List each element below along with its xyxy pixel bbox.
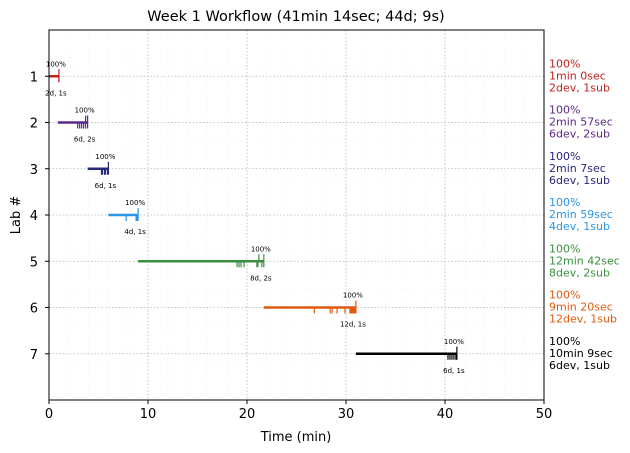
y-tick-label: 4	[30, 209, 38, 224]
y-tick-label: 7	[30, 348, 38, 363]
counts-label: 6d, 1s	[95, 182, 117, 190]
percent-label: 100%	[125, 199, 145, 207]
lab-5-timeline: 100% 8d, 2s	[138, 245, 272, 282]
percent-label: 100%	[95, 153, 115, 161]
summary-line: 12dev, 1sub	[549, 313, 617, 326]
y-tick-label: 2	[30, 117, 38, 132]
lab-7-timeline: 100% 6d, 1s	[355, 338, 465, 375]
x-tick-label: 10	[140, 407, 157, 422]
summary-line: 100%	[549, 289, 580, 302]
counts-label: 12d, 1s	[340, 321, 366, 329]
summary-line: 8dev, 2sub	[549, 266, 610, 279]
lab-6-timeline: 100% 12d, 1s	[263, 292, 366, 329]
summary-line: 100%	[549, 104, 580, 117]
x-tick-label: 30	[338, 407, 355, 422]
summary-line: 100%	[549, 150, 580, 163]
chart-title: Week 1 Workflow (41min 14sec; 44d; 9s)	[147, 9, 444, 25]
percent-label: 100%	[251, 245, 271, 253]
summary-line: 6dev, 1sub	[549, 359, 610, 372]
summary-line: 2min 57sec	[549, 116, 613, 129]
summary-line: 9min 20sec	[549, 301, 613, 314]
lab-4-timeline: 100% 4d, 1s	[108, 199, 146, 236]
x-tick-label: 20	[239, 407, 256, 422]
counts-label: 6d, 1s	[443, 367, 465, 375]
summary-line: 100%	[549, 196, 580, 209]
summary-line: 2dev, 1sub	[549, 81, 610, 94]
x-axis-label: Time (min)	[260, 430, 332, 445]
plot-frame	[48, 29, 545, 401]
lab-3-timeline: 100% 6d, 1s	[87, 153, 117, 190]
x-axis-ticks: 0 10 20 30 40 50	[45, 400, 552, 422]
summary-line: 4dev, 1sub	[549, 220, 610, 233]
summary-line: 1min 0sec	[549, 69, 606, 82]
summary-line: 100%	[549, 57, 580, 70]
x-tick-label: 0	[45, 407, 53, 422]
lab-2-timeline: 100% 6d, 2s	[57, 107, 96, 144]
summary-line: 100%	[549, 335, 580, 348]
summary-line: 100%	[549, 242, 580, 255]
x-tick-label: 50	[536, 407, 553, 422]
y-axis-label: Lab #	[9, 196, 24, 235]
y-tick-label: 5	[30, 255, 38, 270]
summary-line: 6dev, 1sub	[549, 174, 610, 187]
summary-line: 12min 42sec	[549, 254, 620, 267]
lab-timelines: 100% 2d, 1s 100% 6d, 2s 100% 6d, 1s 100% 4d, 1s…	[45, 60, 465, 375]
percent-label: 100%	[444, 338, 464, 346]
summary-line: 10min 9sec	[549, 347, 613, 360]
summary-line: 2min 7sec	[549, 162, 606, 175]
summary-line: 6dev, 2sub	[549, 128, 610, 141]
y-axis-ticks: 1 2 3 4 5 6 7	[30, 70, 49, 363]
y-tick-label: 3	[30, 163, 38, 178]
lab-1-timeline: 100% 2d, 1s	[45, 60, 67, 97]
counts-label: 6d, 2s	[74, 136, 96, 144]
counts-label: 2d, 1s	[45, 89, 67, 97]
percent-label: 100%	[46, 60, 66, 68]
percent-label: 100%	[75, 107, 95, 115]
counts-label: 4d, 1s	[124, 228, 146, 236]
counts-label: 8d, 2s	[250, 274, 272, 282]
y-tick-label: 6	[30, 302, 38, 317]
y-tick-label: 1	[30, 70, 38, 85]
summary-line: 2min 59sec	[549, 208, 613, 221]
x-tick-label: 40	[437, 407, 454, 422]
percent-label: 100%	[343, 292, 363, 300]
